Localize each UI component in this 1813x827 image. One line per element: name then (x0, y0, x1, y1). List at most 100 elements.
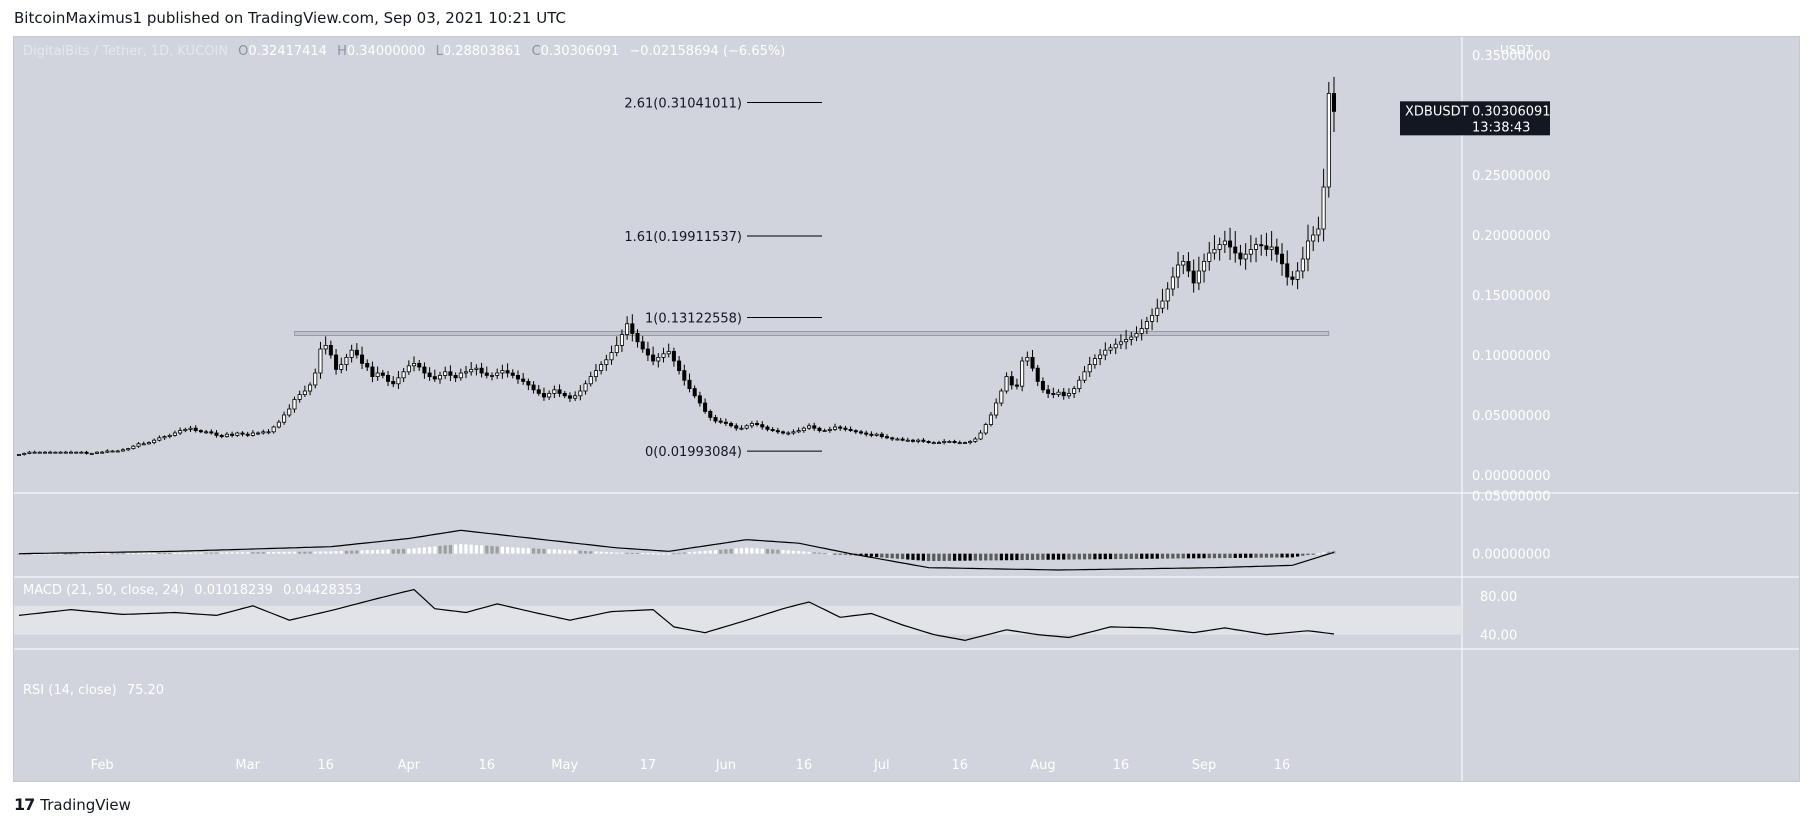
macd-histogram-bar (526, 548, 530, 554)
candle (1035, 367, 1040, 382)
macd-histogram-bar (1067, 553, 1071, 560)
candle (1098, 354, 1103, 359)
candle (656, 356, 661, 362)
macd-histogram-bar (1218, 553, 1222, 559)
macd-histogram-bar (1197, 553, 1201, 559)
candle (183, 428, 188, 431)
candle (417, 362, 422, 368)
macd-histogram-bar (100, 553, 104, 555)
candle (703, 402, 708, 412)
candle (427, 372, 432, 377)
macd-histogram-bar (256, 552, 260, 554)
macd-histogram-bar (381, 549, 385, 554)
macd-histogram-bar (693, 551, 697, 554)
time-tick-label: May (551, 758, 578, 773)
macd-histogram-bar (1041, 553, 1045, 560)
candle (536, 389, 541, 394)
time-tick-label: 16 (796, 758, 813, 773)
candle (1300, 258, 1305, 272)
macd-histogram-bar (1108, 553, 1113, 560)
macd-histogram-bar (698, 551, 702, 554)
macd-histogram-bar (677, 552, 681, 554)
macd-histogram-bar (1093, 553, 1097, 560)
macd-histogram-bar (807, 551, 811, 554)
macd-histogram-bar (651, 553, 655, 555)
candle (422, 366, 427, 374)
candle (791, 431, 796, 434)
macd-histogram-bar (1181, 553, 1185, 559)
macd-histogram-bar (1233, 553, 1237, 558)
macd-histogram-bar (168, 552, 172, 554)
symbol-legend: DigitalBits / Tether, 1D, KUCOIN O0.3241… (23, 44, 785, 59)
macd-histogram-bar (1114, 553, 1118, 560)
time-tick-label: Sep (1192, 758, 1217, 773)
candle (115, 450, 120, 453)
macd-histogram-bar (350, 550, 354, 554)
chart-frame[interactable]: USDT 0.35000000 0.25000000 0.20000000 0.1500… (13, 36, 1800, 782)
candle (1009, 376, 1014, 386)
macd-histogram-bar (958, 553, 962, 561)
macd-histogram-bar (999, 553, 1003, 561)
macd-histogram-bar (48, 553, 52, 555)
macd-histogram-bar (1296, 553, 1300, 557)
candle (734, 425, 739, 429)
low-value: 0.28803861 (442, 44, 522, 59)
candle (292, 398, 297, 410)
candle (469, 368, 474, 373)
time-tick-label: 16 (951, 758, 968, 773)
macd-histogram-bar (1259, 553, 1263, 558)
macd-histogram-bar (973, 553, 977, 561)
macd-histogram-bar (942, 553, 946, 561)
macd-histogram-bar (531, 548, 536, 554)
macd-histogram-bar (667, 553, 671, 555)
candle (547, 392, 552, 398)
candle (448, 371, 453, 376)
candle (349, 349, 354, 358)
candle (339, 364, 344, 370)
candle (42, 451, 47, 454)
macd-histogram-bar (1244, 553, 1248, 558)
candle (37, 451, 42, 454)
macd-histogram-bar (703, 550, 707, 554)
fib-level-label: 2.61(0.31041011) (624, 97, 742, 112)
candle (84, 451, 89, 454)
candle (947, 440, 952, 443)
macd-histogram-bar (755, 548, 759, 554)
candle (250, 432, 255, 436)
macd-histogram-bar (797, 551, 801, 554)
candle (1072, 388, 1077, 394)
candle (968, 440, 973, 443)
macd-histogram-bar (1212, 553, 1217, 559)
macd-histogram-bar (833, 553, 837, 555)
price-tick-label: 0.10000000 (1472, 349, 1551, 364)
candle (609, 352, 614, 361)
candle (1321, 186, 1326, 230)
candle (838, 426, 843, 429)
candle (68, 451, 73, 454)
macd-histogram-bar (926, 553, 931, 562)
candle (1061, 391, 1066, 397)
time-tick-label: Jul (873, 758, 890, 773)
candle (32, 451, 37, 454)
candle (1129, 336, 1134, 340)
macd-histogram-bar (162, 552, 167, 554)
price-tick-label: 0.20000000 (1472, 229, 1551, 244)
macd-histogram-bar (874, 553, 879, 558)
macd-histogram-bar (823, 553, 827, 555)
candle (801, 427, 806, 432)
candle (261, 431, 266, 434)
macd-histogram-bar (318, 551, 323, 554)
macd-histogram-bar (1051, 553, 1055, 560)
candle (635, 332, 640, 343)
macd-histogram-bar (719, 549, 723, 554)
macd-histogram-bar (188, 552, 193, 554)
macd-histogram-bar (266, 552, 271, 554)
candle (386, 374, 391, 382)
candle (214, 432, 219, 436)
candle (287, 408, 292, 416)
candle (172, 432, 177, 436)
macd-histogram-bar (500, 546, 504, 554)
macd-histogram-bar (313, 551, 317, 554)
macd-histogram-bar (32, 553, 37, 555)
